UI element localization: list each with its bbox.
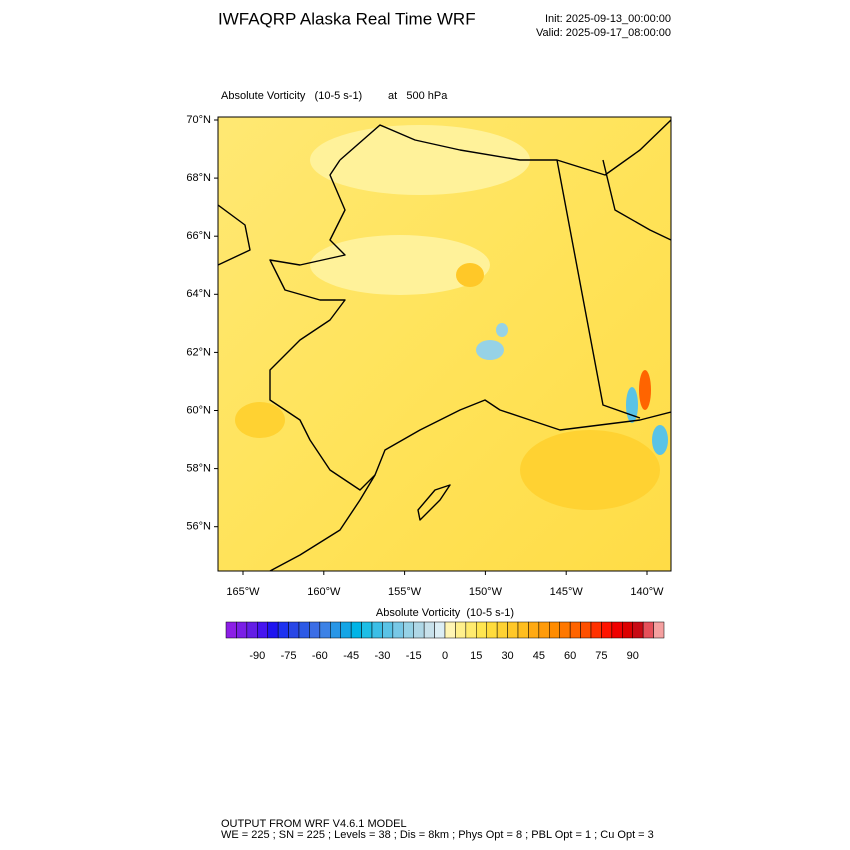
lat-tick-label: 58°N — [186, 463, 211, 475]
coastline — [269, 474, 376, 571]
colorbar-box — [476, 621, 487, 639]
coastline — [218, 204, 251, 266]
colorbar-box — [423, 621, 435, 639]
colorbar-box — [246, 621, 258, 639]
colorbar-tick-label: 30 — [501, 650, 513, 662]
colorbar-box — [496, 621, 508, 639]
field-patch — [456, 263, 484, 287]
footer-line: OUTPUT FROM WRF V4.6.1 MODEL — [221, 818, 407, 830]
colorbar-box — [455, 621, 467, 639]
colorbar-tick-label: 45 — [533, 650, 545, 662]
colorbar-box — [257, 621, 268, 639]
colorbar-box — [361, 621, 373, 639]
coastline — [269, 159, 671, 491]
colorbar-tick-label: 15 — [470, 650, 482, 662]
colorbar-box — [392, 621, 404, 639]
lon-tick-label: 140°W — [630, 586, 664, 598]
field-patch — [310, 235, 490, 295]
colorbar-box — [434, 621, 446, 639]
colorbar-box — [350, 621, 362, 639]
lat-tick-label: 66°N — [186, 230, 211, 242]
colorbar-box — [538, 621, 550, 639]
field-label: Absolute Vorticity (10-5 s-1) — [221, 90, 362, 102]
field-patch — [310, 125, 530, 195]
map-frame — [217, 116, 672, 572]
lat-tick-label: 62°N — [186, 346, 211, 358]
border — [602, 159, 671, 241]
colorbar-box — [236, 621, 248, 639]
colorbar-tick-label: -30 — [374, 650, 390, 662]
colorbar-tick-label: 90 — [627, 650, 639, 662]
colorbar-box — [528, 621, 540, 639]
colorbar-box — [319, 621, 331, 639]
colorbar-box — [403, 621, 414, 639]
level-label: at 500 hPa — [388, 90, 448, 102]
field-patch — [626, 387, 638, 423]
colorbar-box — [465, 621, 477, 639]
colorbar-title: Absolute Vorticity (10-5 s-1) — [376, 607, 514, 619]
colorbar-tick-label: 0 — [442, 650, 448, 662]
lat-tick-label: 64°N — [186, 288, 211, 300]
colorbar-tick-label: -45 — [343, 650, 359, 662]
colorbar-box — [382, 621, 394, 639]
colorbar-box — [288, 621, 300, 639]
colorbar-box — [277, 621, 289, 639]
colorbar-box — [444, 621, 456, 639]
colorbar-box — [549, 621, 560, 639]
colorbar-tick-label: -75 — [281, 650, 297, 662]
colorbar-box — [642, 621, 654, 639]
colorbar-tick-label: -90 — [249, 650, 265, 662]
footer-line: WE = 225 ; SN = 225 ; Levels = 38 ; Dis … — [221, 829, 654, 841]
colorbar-box — [330, 621, 341, 639]
field-patch — [496, 323, 508, 337]
field-patch — [652, 425, 668, 455]
colorbar-box — [225, 621, 237, 639]
lat-tick-label: 68°N — [186, 172, 211, 184]
colorbar-box — [507, 621, 519, 639]
lon-tick-label: 160°W — [307, 586, 341, 598]
coastline — [417, 484, 451, 521]
lat-tick-label: 60°N — [186, 404, 211, 416]
colorbar-box — [298, 621, 310, 639]
coastline — [339, 119, 671, 176]
colorbar-box — [590, 621, 602, 639]
lon-tick-label: 165°W — [226, 586, 260, 598]
colorbar-box — [580, 621, 592, 639]
colorbar-box — [486, 621, 498, 639]
colorbar-tick-label: 60 — [564, 650, 576, 662]
colorbar-box — [371, 621, 383, 639]
lon-tick-label: 145°W — [550, 586, 584, 598]
colorbar-box — [632, 621, 644, 639]
colorbar-tick-label: 75 — [595, 650, 607, 662]
colorbar-box — [611, 621, 623, 639]
colorbar-box — [622, 621, 633, 639]
colorbar-box — [653, 621, 665, 639]
lon-tick-label: 155°W — [388, 586, 422, 598]
lon-tick-label: 150°W — [469, 586, 503, 598]
field-patch — [639, 370, 651, 410]
colorbar-box — [413, 621, 425, 639]
map-field — [218, 117, 671, 571]
colorbar-box — [601, 621, 613, 639]
colorbar-box — [517, 621, 529, 639]
colorbar-tick-label: -60 — [312, 650, 328, 662]
colorbar-box — [569, 621, 581, 639]
colorbar-box — [309, 621, 321, 639]
border — [556, 159, 641, 419]
field-patch — [520, 430, 660, 510]
title: IWFAQRP Alaska Real Time WRF — [218, 9, 476, 28]
valid-time: Valid: 2025-09-17_08:00:00 — [536, 27, 671, 39]
colorbar-box — [267, 621, 279, 639]
lat-tick-label: 56°N — [186, 521, 211, 533]
colorbar-box — [340, 621, 352, 639]
colorbar-tick-label: -15 — [406, 650, 422, 662]
field-patch — [476, 340, 504, 360]
field-patch — [235, 402, 285, 438]
init-time: Init: 2025-09-13_00:00:00 — [545, 13, 671, 25]
colorbar-box — [559, 621, 571, 639]
lat-tick-label: 70°N — [186, 114, 211, 126]
